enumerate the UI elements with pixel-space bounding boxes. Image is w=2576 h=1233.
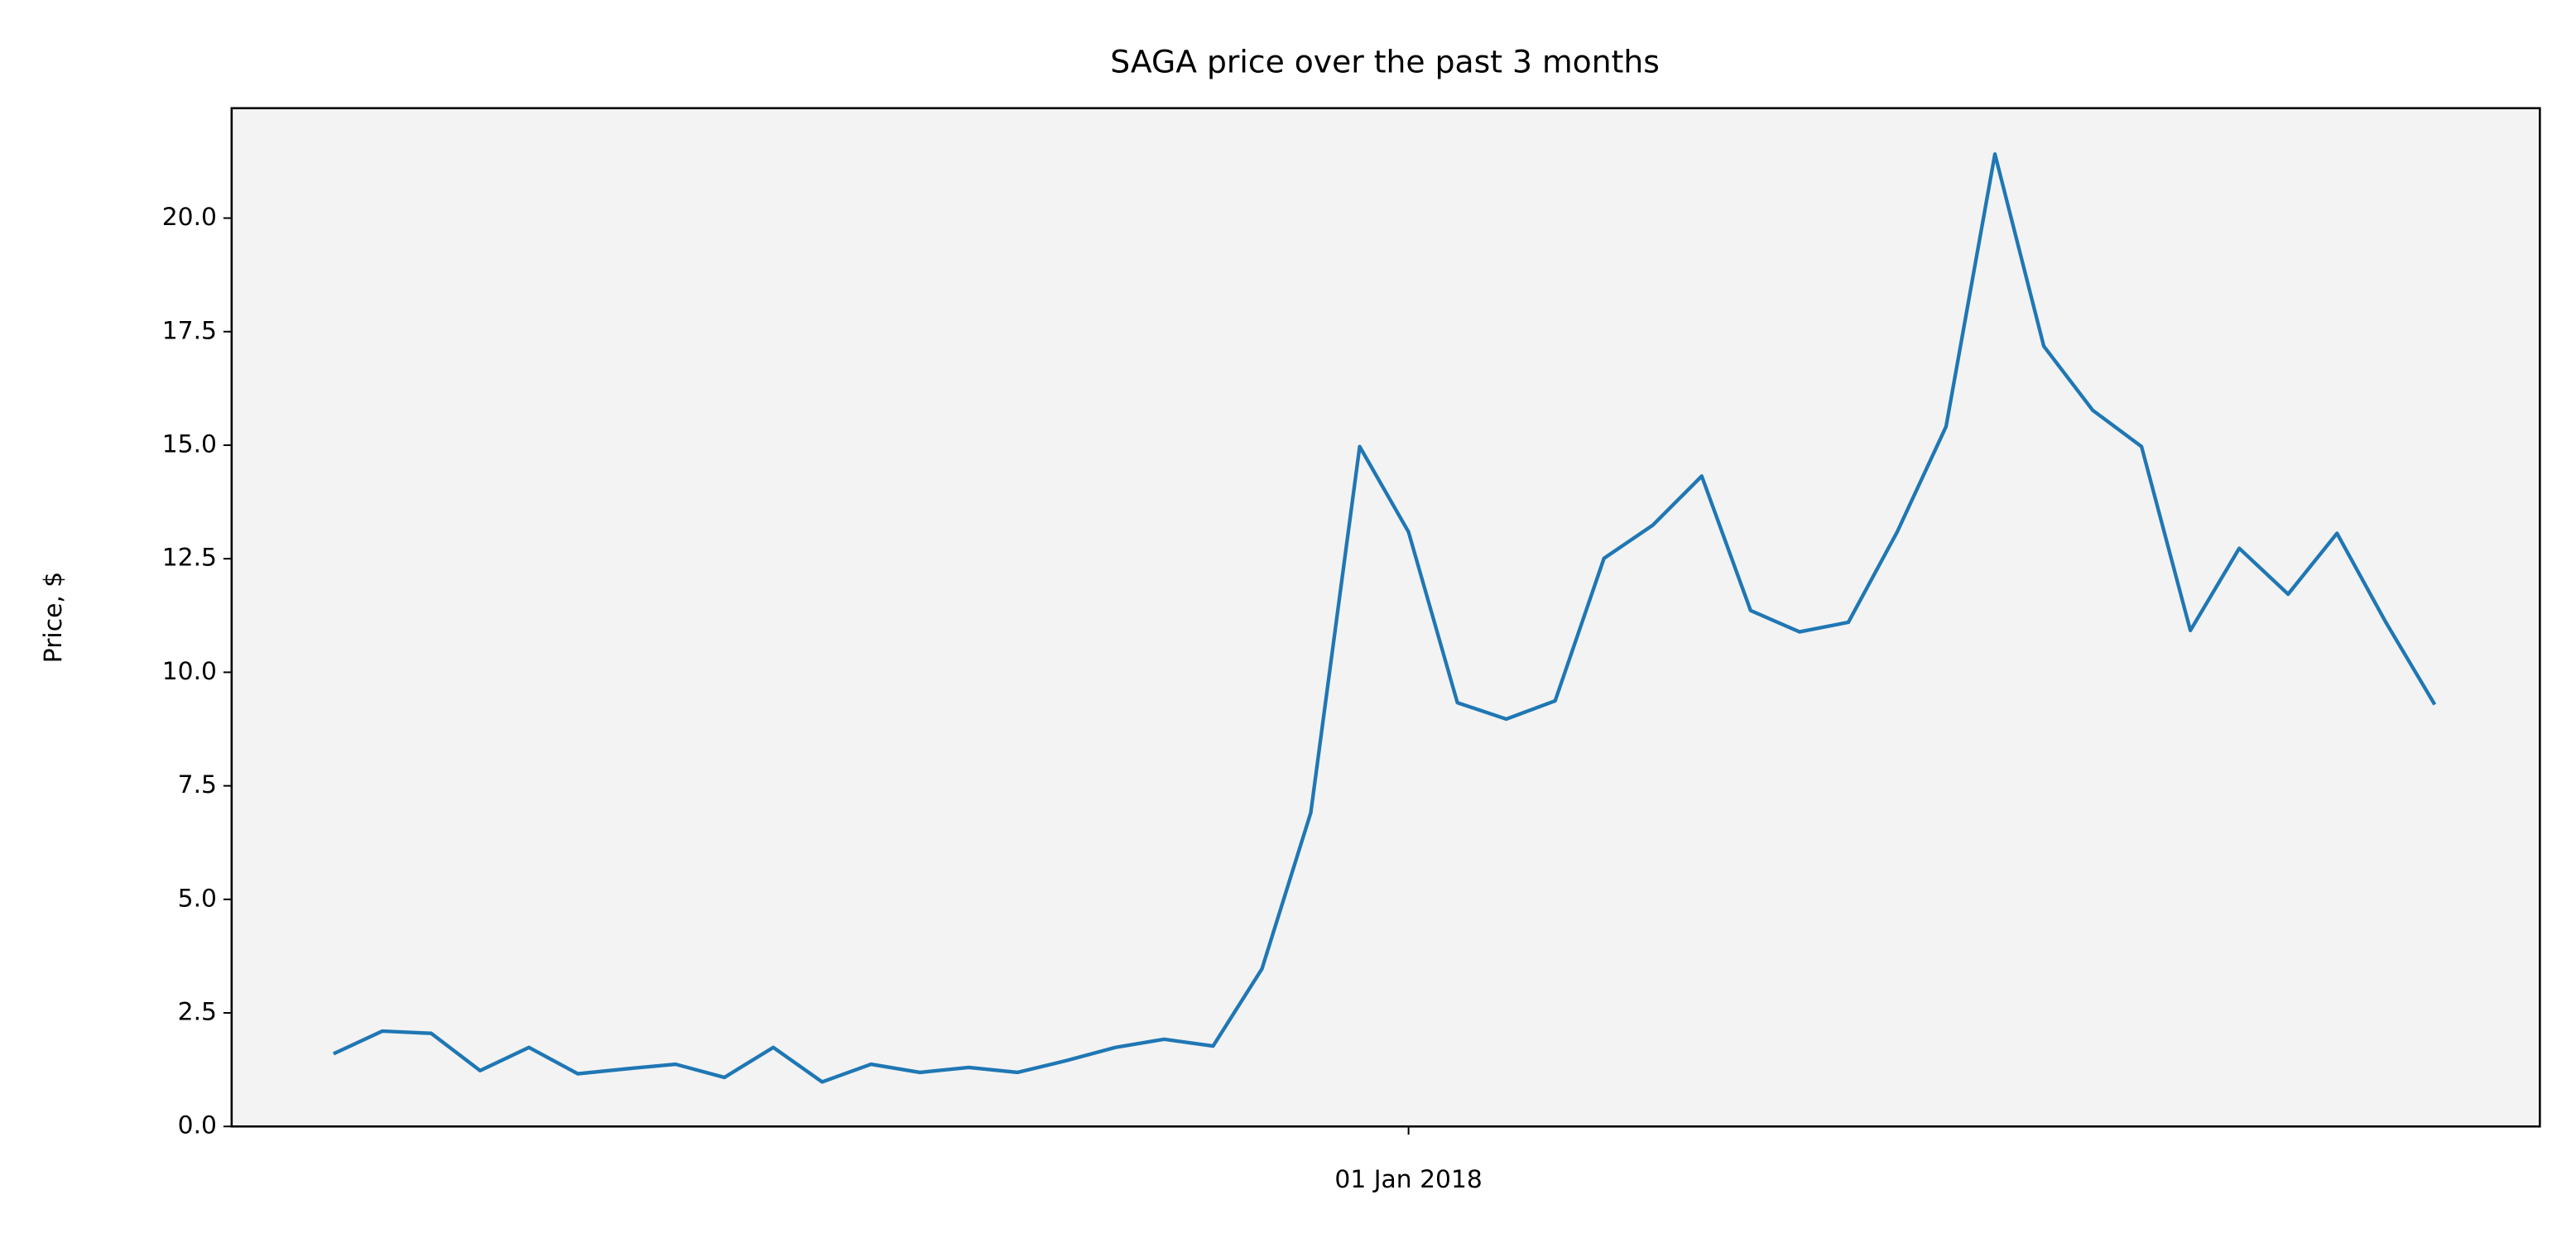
y-axis-label: Price, $ (39, 572, 68, 663)
y-tick-label: 5.0 (178, 884, 217, 913)
plot-frame (230, 107, 2541, 1128)
y-tick-label: 2.5 (178, 998, 217, 1027)
chart-title: SAGA price over the past 3 months (1110, 44, 1660, 80)
x-tick-label: 01 Jan 2018 (1334, 1165, 1482, 1194)
y-tick-label: 12.5 (162, 544, 217, 573)
plot-area (231, 108, 2540, 1127)
y-tick-label: 20.0 (162, 203, 217, 232)
y-tick-label: 17.5 (162, 316, 217, 345)
y-tick-label: 0.0 (178, 1111, 217, 1140)
y-tick-label: 7.5 (178, 770, 217, 799)
y-tick-label: 10.0 (162, 657, 217, 686)
price-line (332, 151, 2437, 1084)
y-tick-label: 15.0 (162, 429, 217, 458)
